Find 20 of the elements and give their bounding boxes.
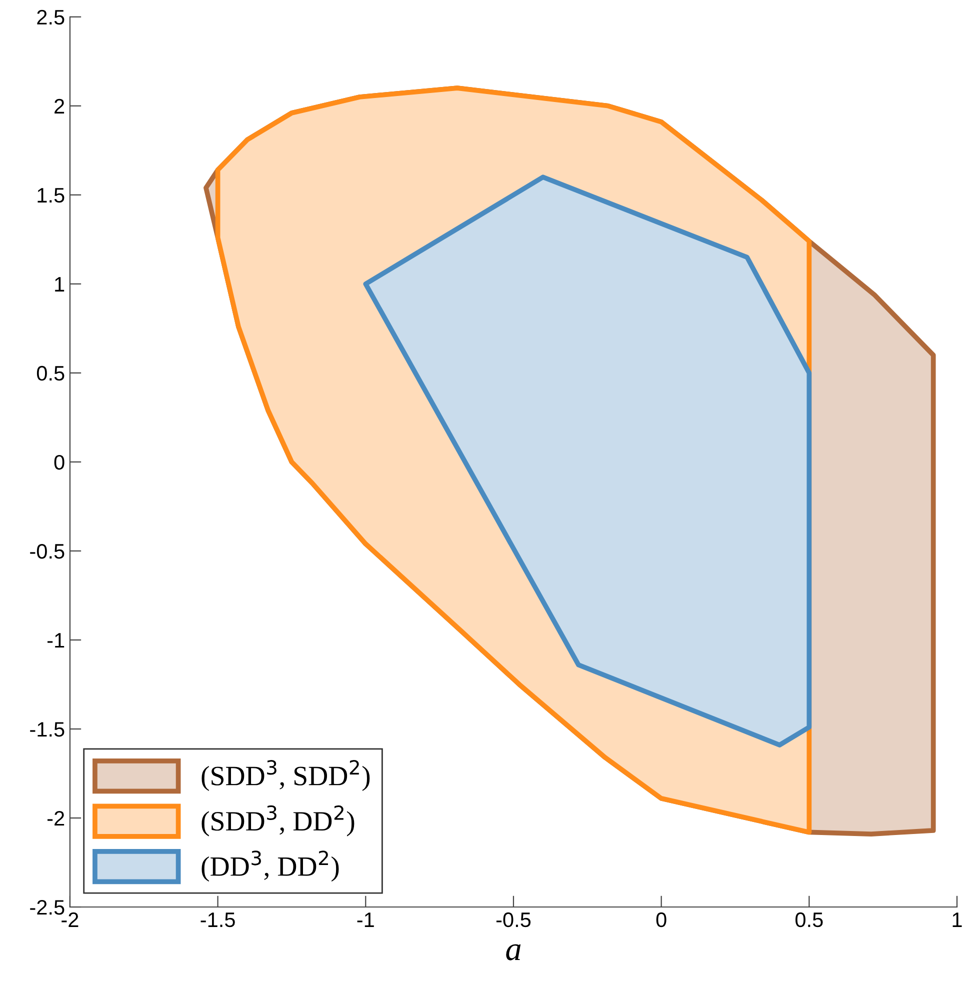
legend-label: (SDD$^{3}$, SDD$^{2}$): [202, 760, 370, 792]
y-tick-label: -1.5: [30, 722, 64, 737]
x-tick-label: -0.5: [496, 912, 531, 928]
y-tick-label: -1: [48, 633, 64, 648]
legend-label: (DD$^{3}$, DD$^{2}$): [202, 850, 339, 882]
y-tick-label: 2.5: [37, 10, 64, 25]
y-tick-label: 1.5: [38, 188, 64, 203]
legend-label: (SDD$^{3}$, DD$^{2}$): [202, 805, 354, 836]
x-tick-label: 0: [656, 912, 666, 928]
y-tick-label: 1: [55, 277, 64, 292]
x-tick-label: -1.5: [200, 912, 235, 928]
y-tick-label: -2: [48, 810, 64, 826]
y-tick-label: -0.5: [30, 544, 64, 559]
x-tick-label: 1: [952, 912, 962, 927]
y-tick-label: 0.5: [36, 366, 64, 381]
x-axis-title: a: [506, 944, 521, 960]
x-tick-label: 0.5: [795, 912, 823, 928]
y-tick-label: 0: [54, 454, 64, 470]
x-tick-label: -1: [357, 912, 374, 927]
y-tick-label: 2: [54, 98, 64, 114]
